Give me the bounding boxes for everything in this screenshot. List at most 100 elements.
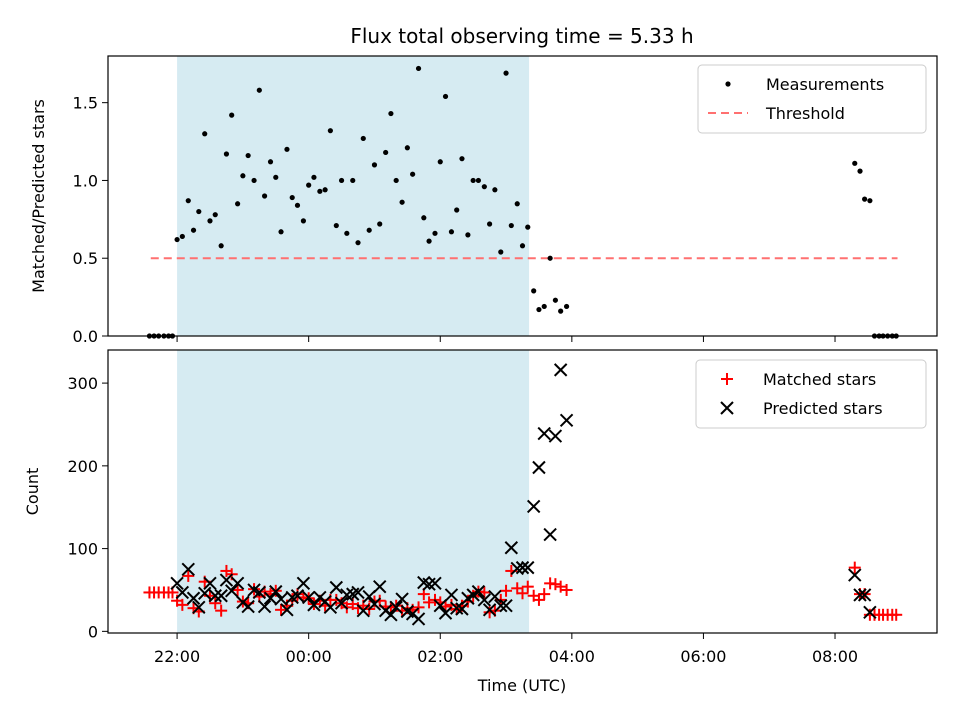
measurement-point	[256, 87, 262, 93]
measurement-point	[448, 229, 455, 235]
matched-star-point	[483, 606, 496, 619]
measurement-point	[862, 196, 868, 202]
top-points	[146, 65, 899, 339]
predicted-star-point	[257, 599, 272, 614]
measurement-point	[867, 198, 873, 204]
predicted-star-point	[848, 568, 862, 582]
predicted-star-point	[482, 603, 497, 617]
measurement-point	[399, 199, 405, 205]
predicted-star-point	[559, 413, 574, 428]
predicted-star-point	[170, 576, 184, 591]
measurement-point	[465, 232, 471, 238]
top-y-axis-label: Matched/Predicted stars	[29, 99, 48, 293]
measurement-point	[174, 236, 180, 243]
measurement-point	[857, 168, 863, 174]
bottom-axes-frame	[107, 349, 938, 634]
measurement-point	[327, 128, 333, 134]
measurement-point	[388, 110, 394, 117]
matched-star-point	[209, 597, 222, 610]
measurement-point	[558, 308, 564, 314]
matched-star-point	[176, 598, 189, 611]
predicted-star-point	[449, 601, 464, 615]
measurement-point	[218, 243, 224, 249]
bottom-panel: 0 100 200 300 22:00 00:00 02:00 04:00 06:00 08:0…	[23, 349, 938, 695]
matched-star-point	[423, 596, 436, 609]
chart-title: Flux total observing time = 5.33 h	[350, 24, 693, 48]
measurement-point	[454, 207, 460, 213]
predicted-star-point	[438, 606, 453, 620]
y-tick-label: 200	[67, 457, 98, 476]
measurement-point	[278, 229, 284, 235]
measurement-point	[547, 255, 553, 261]
matched-star-point	[500, 584, 513, 597]
measurement-point	[212, 212, 218, 218]
predicted-star-point	[471, 584, 486, 599]
measurement-point	[338, 177, 345, 184]
predicted-star-point	[296, 576, 311, 591]
x-tick-label: 04:00	[549, 647, 595, 666]
predicted-star-point	[384, 608, 398, 622]
predicted-star-point	[433, 598, 447, 613]
legend-measurements-label: Measurements	[766, 75, 884, 94]
measurement-point	[311, 174, 317, 180]
predicted-star-point	[428, 576, 442, 591]
y-tick-label: 100	[67, 540, 98, 559]
measurement-point	[492, 187, 498, 193]
predicted-star-point	[334, 596, 349, 610]
matched-star-point	[848, 561, 861, 574]
predicted-star-point	[863, 605, 877, 620]
predicted-star-point	[356, 603, 370, 618]
measurement-point	[229, 112, 235, 118]
y-tick-label: 300	[67, 374, 98, 393]
matched-star-point	[549, 578, 562, 591]
measurement-point	[404, 145, 410, 151]
predicted-star-point	[214, 589, 228, 603]
predicted-star-point	[553, 363, 568, 377]
legend-matched-label: Matched stars	[763, 370, 876, 389]
bottom-legend-box	[695, 359, 927, 429]
measurement-point	[377, 221, 383, 227]
predicted-star-point	[521, 560, 535, 575]
predicted-star-point	[411, 612, 426, 626]
measurement-point	[487, 221, 493, 227]
predicted-star-point	[510, 561, 524, 576]
measurement-point	[503, 70, 509, 76]
predicted-star-point	[373, 579, 387, 594]
predicted-star-point	[389, 600, 403, 615]
predicted-star-point	[504, 541, 519, 555]
measurement-point	[273, 174, 279, 180]
matched-star-point	[521, 580, 534, 593]
top-shaded-region	[177, 56, 530, 336]
top-axes-frame	[107, 55, 938, 337]
matched-star-point	[516, 587, 529, 600]
x-tick-label: 02:00	[417, 647, 463, 666]
predicted-star-point	[526, 499, 541, 514]
matched-star-point	[215, 604, 228, 617]
predicted-star-point	[290, 589, 305, 603]
predicted-star-point	[301, 590, 316, 605]
measurement-point	[300, 218, 307, 224]
measurement-point	[852, 160, 858, 166]
top-y-ticks: 0.0 0.5 1.0 1.5	[73, 94, 108, 346]
bottom-x-ticks: 22:00 00:00 02:00 04:00 06:00 08:00	[154, 633, 858, 666]
measurement-point	[196, 208, 202, 215]
predicted-star-point	[494, 598, 508, 613]
measurement-point	[442, 93, 449, 100]
predicted-star-point	[515, 560, 530, 575]
measurement-point	[179, 233, 185, 240]
predicted-star-point	[203, 576, 217, 591]
measurement-point	[355, 240, 361, 246]
predicted-star-point	[280, 603, 294, 617]
predicted-star-point	[198, 586, 212, 600]
predicted-star-point	[307, 598, 321, 612]
predicted-star-point	[241, 599, 255, 614]
y-tick-label: 1.0	[73, 171, 98, 190]
predicted-star-point	[477, 593, 492, 607]
top-x-ticks	[176, 336, 836, 342]
measurement-point	[251, 177, 257, 184]
predicted-star-point	[329, 580, 344, 595]
measurement-point	[317, 188, 323, 194]
measurement-point	[536, 306, 542, 313]
predicted-star-point	[323, 600, 338, 615]
measurement-point	[437, 159, 443, 165]
